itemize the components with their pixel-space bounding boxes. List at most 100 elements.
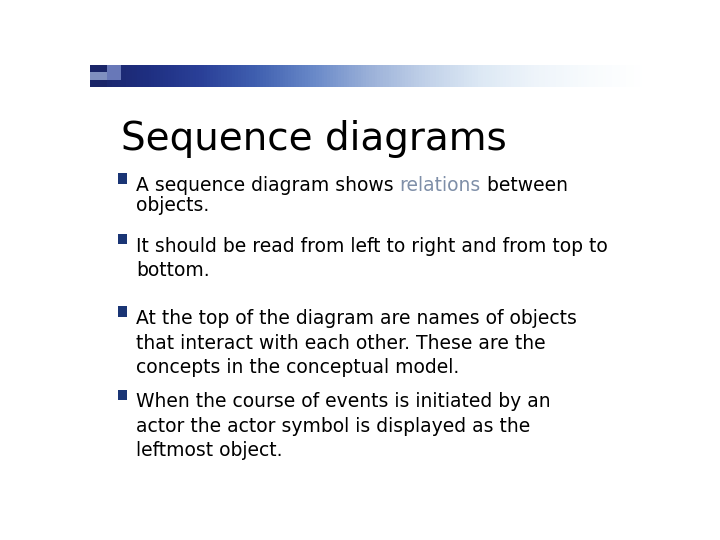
- Bar: [419, 65, 423, 87]
- Bar: [166, 65, 168, 87]
- Bar: [587, 65, 590, 87]
- Bar: [520, 65, 523, 87]
- Bar: [218, 65, 222, 87]
- Bar: [185, 65, 188, 87]
- Bar: [135, 65, 138, 87]
- Bar: [441, 65, 445, 87]
- Bar: [280, 65, 283, 87]
- Bar: [207, 65, 210, 87]
- Bar: [213, 65, 216, 87]
- Bar: [263, 65, 266, 87]
- Bar: [461, 65, 464, 87]
- Bar: [593, 65, 595, 87]
- Bar: [112, 65, 116, 87]
- Bar: [392, 65, 395, 87]
- Bar: [606, 65, 610, 87]
- Bar: [453, 65, 456, 87]
- Bar: [310, 65, 314, 87]
- Bar: [567, 65, 570, 87]
- Bar: [151, 65, 155, 87]
- Bar: [118, 234, 127, 244]
- Bar: [545, 65, 548, 87]
- Bar: [584, 65, 588, 87]
- Bar: [612, 65, 615, 87]
- Bar: [511, 65, 515, 87]
- Bar: [581, 65, 585, 87]
- Bar: [235, 65, 238, 87]
- Bar: [252, 65, 255, 87]
- Bar: [505, 65, 509, 87]
- Bar: [168, 65, 171, 87]
- Bar: [300, 65, 302, 87]
- Text: It should be read from left to right and from top to
bottom.: It should be read from left to right and…: [136, 237, 608, 280]
- Bar: [129, 65, 132, 87]
- Bar: [542, 65, 545, 87]
- Bar: [118, 389, 127, 400]
- Bar: [240, 65, 244, 87]
- Bar: [503, 65, 506, 87]
- Bar: [405, 65, 409, 87]
- Bar: [526, 65, 528, 87]
- Bar: [115, 65, 119, 87]
- Bar: [394, 65, 397, 87]
- Bar: [500, 65, 503, 87]
- Text: relations: relations: [400, 176, 481, 195]
- Bar: [288, 65, 292, 87]
- Bar: [258, 65, 261, 87]
- Text: Sequence diagrams: Sequence diagrams: [121, 120, 506, 158]
- Bar: [464, 65, 467, 87]
- Bar: [590, 65, 593, 87]
- Bar: [416, 65, 420, 87]
- Bar: [620, 65, 624, 87]
- Bar: [260, 65, 264, 87]
- Bar: [145, 65, 149, 87]
- Bar: [486, 65, 490, 87]
- Bar: [307, 65, 311, 87]
- Bar: [383, 65, 387, 87]
- Bar: [459, 65, 462, 87]
- Bar: [90, 65, 94, 87]
- Bar: [132, 65, 135, 87]
- Bar: [188, 65, 191, 87]
- Bar: [291, 65, 294, 87]
- Bar: [124, 65, 127, 87]
- Bar: [578, 65, 582, 87]
- Bar: [550, 65, 554, 87]
- Bar: [148, 65, 152, 87]
- Bar: [508, 65, 512, 87]
- Bar: [495, 65, 498, 87]
- Bar: [352, 65, 356, 87]
- Bar: [534, 65, 537, 87]
- Bar: [397, 65, 400, 87]
- Bar: [140, 65, 143, 87]
- Bar: [603, 65, 607, 87]
- Bar: [118, 65, 121, 87]
- Bar: [355, 65, 359, 87]
- Text: At the top of the diagram are names of objects
that interact with each other. Th: At the top of the diagram are names of o…: [136, 309, 577, 377]
- Bar: [126, 65, 130, 87]
- Text: When the course of events is initiated by an
actor the actor symbol is displayed: When the course of events is initiated b…: [136, 393, 550, 460]
- Text: A sequence diagram shows: A sequence diagram shows: [136, 176, 400, 195]
- Bar: [428, 65, 431, 87]
- Bar: [598, 65, 601, 87]
- Bar: [366, 65, 369, 87]
- Bar: [107, 65, 110, 87]
- Bar: [344, 65, 347, 87]
- Bar: [90, 65, 107, 87]
- Bar: [623, 65, 626, 87]
- Bar: [559, 65, 562, 87]
- Bar: [109, 65, 113, 87]
- Bar: [498, 65, 500, 87]
- Bar: [600, 65, 604, 87]
- Bar: [176, 65, 180, 87]
- Bar: [338, 65, 342, 87]
- Bar: [96, 65, 99, 87]
- Bar: [575, 65, 579, 87]
- Bar: [93, 65, 96, 87]
- Bar: [341, 65, 344, 87]
- Bar: [556, 65, 559, 87]
- Bar: [305, 65, 308, 87]
- Bar: [639, 65, 643, 87]
- Bar: [174, 65, 177, 87]
- Bar: [202, 65, 205, 87]
